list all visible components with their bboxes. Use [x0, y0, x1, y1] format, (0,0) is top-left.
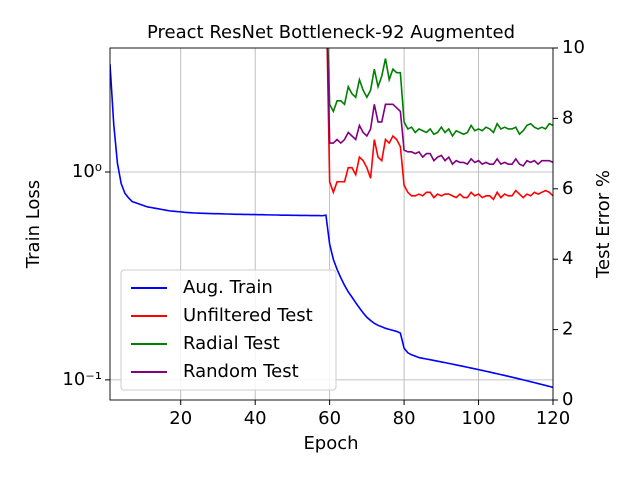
legend-label: Aug. Train	[183, 277, 273, 298]
x-tick-label: 100	[461, 408, 495, 429]
axes-frame	[109, 47, 554, 401]
y-tick-label: 10⁰	[72, 161, 102, 182]
x-tick-label: 40	[244, 408, 267, 429]
y2-axis-label: Test Error %	[593, 170, 614, 279]
x-axis-label: Epoch	[303, 433, 358, 454]
y-tick-label: 10⁻¹	[62, 369, 102, 390]
data-line	[326, 48, 553, 167]
legend-box	[120, 269, 337, 391]
plot-area	[110, 48, 553, 389]
y2-tick-label: 10	[562, 37, 585, 58]
data-line	[327, 48, 553, 138]
y2-tick-label: 4	[562, 248, 573, 269]
chart-title: Preact ResNet Bottleneck-92 Augmented	[147, 22, 515, 43]
y-axis-label: Train Loss	[23, 180, 44, 269]
x-tick-label: 20	[169, 408, 192, 429]
data-line	[326, 48, 553, 201]
data-line	[110, 64, 553, 389]
x-tick-label: 60	[318, 408, 341, 429]
x-tick-label: 80	[393, 408, 416, 429]
y2-tick-label: 8	[562, 107, 573, 128]
y2-tick-label: 0	[562, 389, 573, 410]
y2-tick-label: 6	[562, 178, 573, 199]
x-tick-label: 120	[536, 408, 570, 429]
y2-tick-label: 2	[562, 319, 573, 340]
legend-label: Unfiltered Test	[183, 305, 313, 326]
legend-label: Radial Test	[183, 333, 280, 354]
legend-label: Random Test	[183, 361, 299, 382]
